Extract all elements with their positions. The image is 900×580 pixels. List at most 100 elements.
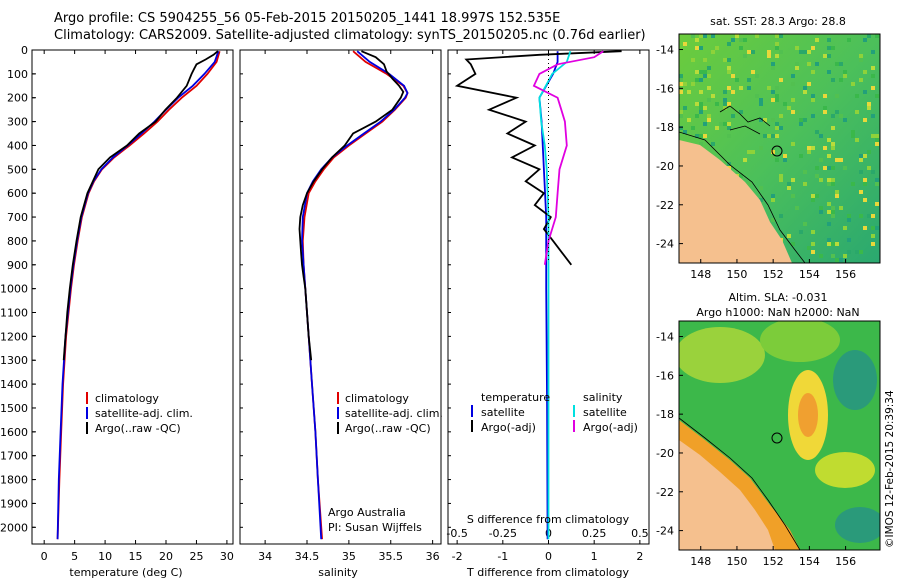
sst-pixel — [815, 130, 819, 134]
sst-pixel — [831, 242, 835, 246]
sst-pixel — [695, 134, 699, 138]
sst-pixel — [835, 190, 839, 194]
sst-pixel — [747, 78, 751, 82]
x-tick-label: 10 — [98, 550, 112, 563]
sst-pixel — [707, 66, 711, 70]
sst-pixel — [751, 70, 755, 74]
sst-pixel — [715, 102, 719, 106]
salinity-series — [298, 50, 409, 540]
sst-pixel — [791, 142, 795, 146]
sst-pixel — [843, 74, 847, 78]
sst-pixel — [775, 86, 779, 90]
sst-pixel — [851, 182, 855, 186]
sst-pixel — [811, 250, 815, 254]
sst-pixel — [875, 226, 879, 230]
sst-pixel — [787, 186, 791, 190]
sst-pixel — [683, 130, 687, 134]
lon-tick-label: 150 — [726, 268, 747, 281]
sst-pixel — [827, 182, 831, 186]
sst-pixel — [811, 194, 815, 198]
sla-blob — [815, 452, 875, 488]
sst-pixel — [735, 78, 739, 82]
sst-pixel — [775, 98, 779, 102]
temperature-panel-frame — [31, 49, 234, 545]
lat-tick-label: -24 — [656, 238, 674, 251]
sst-pixel — [687, 118, 691, 122]
sst-pixel — [735, 34, 739, 38]
sst-pixel — [711, 94, 715, 98]
lat-tick-label: -24 — [656, 525, 674, 538]
sst-pixel — [791, 242, 795, 246]
lat-tick-label: -18 — [656, 121, 674, 134]
sst-pixel — [815, 194, 819, 198]
sst-pixel — [727, 126, 731, 130]
sla-blob — [760, 321, 840, 362]
sst-pixel — [859, 58, 863, 62]
sst-pixel — [783, 154, 787, 158]
lat-tick-label: -16 — [656, 369, 674, 382]
sst-pixel — [803, 118, 807, 122]
sst-pixel — [699, 110, 703, 114]
sst-pixel — [723, 90, 727, 94]
sst-pixel — [703, 106, 707, 110]
legend-header-salinity: salinity — [583, 391, 623, 404]
sst-pixel — [823, 110, 827, 114]
lat-tick-label: -14 — [656, 44, 674, 57]
sst-pixel — [839, 158, 843, 162]
sst-pixel — [679, 82, 683, 86]
lon-tick-label: 154 — [799, 268, 820, 281]
sst-pixel — [831, 114, 835, 118]
sst-pixel — [723, 122, 727, 126]
sst-pixel — [851, 130, 855, 134]
sst-pixel — [811, 230, 815, 234]
sst-pixel — [775, 54, 779, 58]
sst-pixel — [731, 114, 735, 118]
sst-pixel — [711, 50, 715, 54]
sst-pixel — [843, 166, 847, 170]
sst-pixel — [743, 38, 747, 42]
sst-pixel — [779, 178, 783, 182]
series-climatology — [56, 50, 221, 540]
series-satellite-adj-clim — [56, 50, 220, 540]
sst-pixel — [863, 226, 867, 230]
sst-pixel — [727, 42, 731, 46]
sst-pixel — [859, 170, 863, 174]
sst-pixel — [715, 126, 719, 130]
sst-pixel — [875, 94, 879, 98]
sst-pixel — [807, 50, 811, 54]
sst-pixel — [855, 138, 859, 142]
x-tick-label: 35 — [342, 550, 356, 563]
sst-pixel — [699, 102, 703, 106]
sst-pixel — [771, 218, 775, 222]
legend-temp-satellite: satellite — [481, 406, 525, 419]
sst-pixel — [835, 158, 839, 162]
sst-pixel — [791, 178, 795, 182]
sst-pixel — [771, 66, 775, 70]
sst-pixel — [791, 110, 795, 114]
sst-pixel — [699, 106, 703, 110]
sst-pixel — [775, 126, 779, 130]
sst-pixel — [699, 134, 703, 138]
sst-pixel — [683, 82, 687, 86]
sst-pixel — [795, 62, 799, 66]
legend-sal-satellite: satellite — [583, 406, 627, 419]
sst-map-title: sat. SST: 28.3 Argo: 28.8 — [710, 15, 846, 28]
sst-pixel — [867, 106, 871, 110]
sst-pixel — [759, 186, 763, 190]
sst-pixel — [695, 114, 699, 118]
x-tick-label: 15 — [129, 550, 143, 563]
sst-pixel — [783, 102, 787, 106]
series-temperature-satellite — [538, 51, 559, 540]
sst-pixel — [755, 94, 759, 98]
sst-pixel — [747, 86, 751, 90]
sst-pixel — [679, 74, 683, 78]
difference-x-axis: -2 -1 0 1 2-0.5 -0.25 0 0.25 0.5 — [446, 50, 649, 563]
sst-pixel — [679, 110, 683, 114]
sst-pixel — [847, 218, 851, 222]
sst-pixel — [863, 118, 867, 122]
depth-tick-label: 1800 — [0, 474, 28, 487]
sst-pixel — [819, 210, 823, 214]
depth-tick-label: 2000 — [0, 521, 28, 534]
sst-pixel — [827, 222, 831, 226]
annotation-pi: PI: Susan Wijffels — [328, 521, 422, 534]
